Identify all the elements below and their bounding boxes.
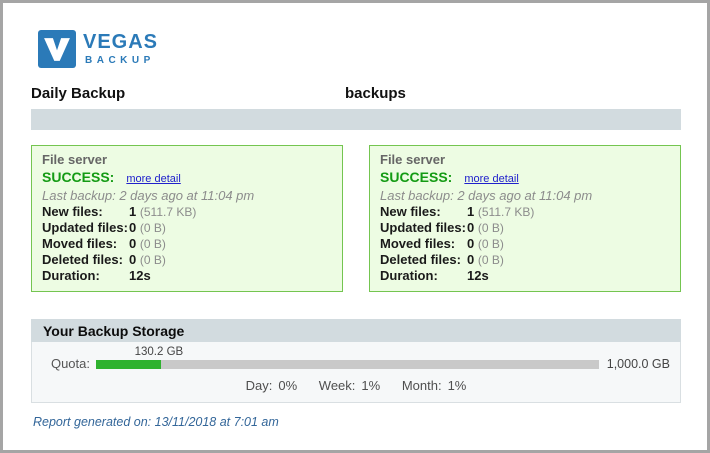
backup-storage-section: Your Backup Storage Quota: 130.2 GB 1,00…	[31, 319, 681, 403]
quota-total-label: 1,000.0 GB	[606, 357, 670, 371]
table-row: New files: 1 (511.7 KB)	[380, 204, 670, 220]
row-value: 1	[467, 204, 475, 219]
stat-month-value: 1%	[447, 378, 467, 393]
heading-col-right: backups	[345, 85, 681, 102]
row-label: Moved files:	[380, 236, 456, 251]
logo-name: VEGAS	[83, 31, 159, 53]
quota-bar-fill	[96, 360, 162, 369]
server-name: File server	[380, 152, 446, 167]
stat-day-value: 0%	[278, 378, 298, 393]
stat-month-label: Month:	[401, 378, 442, 393]
storage-body: Quota: 130.2 GB 1,000.0 GB Day: 0% Week: 1…	[31, 342, 681, 403]
row-value-cell: 1 (511.7 KB)	[467, 204, 670, 220]
last-backup-text: Last backup: 2 days ago at 11:04 pm	[42, 188, 255, 203]
row-label: Updated files:	[380, 220, 466, 235]
v-glyph	[44, 38, 70, 61]
row-value: 12s	[467, 268, 489, 283]
row-value: 0	[467, 252, 475, 267]
quota-bar-track	[96, 360, 599, 369]
report-generated-note: Report generated on: 13/11/2018 at 7:01 …	[33, 415, 279, 429]
table-row: Deleted files: 0 (0 B)	[42, 252, 332, 268]
backup-stats-table: New files: 1 (511.7 KB) Updated files: 0…	[42, 204, 332, 284]
row-value: 0	[467, 220, 475, 235]
divider-bar	[31, 109, 681, 130]
status-line: SUCCESS: more detail	[42, 168, 332, 188]
row-value: 0	[129, 220, 137, 235]
row-value-cell: 0 (0 B)	[129, 220, 332, 236]
row-label: New files:	[42, 204, 103, 219]
row-label: Deleted files:	[380, 252, 461, 267]
logo-text: VEGAS BACKUP	[83, 32, 158, 66]
vegas-backup-logo: VEGAS BACKUP	[38, 30, 681, 68]
row-label: Duration:	[380, 268, 438, 283]
quota-progress-bar: 130.2 GB	[96, 346, 599, 369]
row-value: 0	[129, 252, 137, 267]
row-value: 0	[129, 236, 137, 251]
storage-section-title: Your Backup Storage	[31, 319, 681, 342]
row-label: Duration:	[42, 268, 100, 283]
row-label: Moved files:	[42, 236, 118, 251]
stat-week-value: 1%	[361, 378, 381, 393]
section-headings: Daily Backup backups	[31, 85, 681, 102]
usage-stats-row: Day: 0% Week: 1% Month: 1%	[42, 378, 670, 393]
stat-week-label: Week:	[318, 378, 356, 393]
row-value: 12s	[129, 268, 151, 283]
table-row: Moved files: 0 (0 B)	[42, 236, 332, 252]
more-detail-link[interactable]: more detail	[464, 173, 519, 185]
row-value: 0	[467, 236, 475, 251]
row-size: (0 B)	[477, 253, 504, 267]
backup-stats-table: New files: 1 (511.7 KB) Updated files: 0…	[380, 204, 670, 284]
row-size: (0 B)	[139, 253, 166, 267]
logo-subname: BACKUP	[85, 55, 155, 66]
status-success-label: SUCCESS:	[380, 169, 453, 185]
table-row: Duration: 12s	[380, 268, 670, 284]
stat-day: Day: 0%	[246, 378, 298, 393]
row-label: New files:	[380, 204, 441, 219]
backup-panels-row: File server SUCCESS: more detail Last bac…	[31, 145, 681, 292]
row-value-cell: 1 (511.7 KB)	[129, 204, 332, 220]
row-value-cell: 0 (0 B)	[467, 236, 670, 252]
row-size: (511.7 KB)	[139, 205, 197, 219]
stat-week: Week: 1%	[319, 378, 380, 393]
vegas-v-icon	[38, 30, 76, 68]
row-value-cell: 0 (0 B)	[467, 252, 670, 268]
row-size: (0 B)	[139, 237, 166, 251]
table-row: Deleted files: 0 (0 B)	[380, 252, 670, 268]
server-name: File server	[42, 152, 108, 167]
row-size: (0 B)	[139, 221, 166, 235]
more-detail-link[interactable]: more detail	[126, 173, 181, 185]
stat-day-label: Day:	[245, 378, 273, 393]
row-size: (511.7 KB)	[477, 205, 535, 219]
table-row: Duration: 12s	[42, 268, 332, 284]
report-page: VEGAS BACKUP Daily Backup backups File s…	[3, 3, 707, 429]
table-row: Moved files: 0 (0 B)	[380, 236, 670, 252]
row-value-cell: 12s	[467, 268, 670, 284]
row-value: 1	[129, 204, 137, 219]
backup-status-panel: File server SUCCESS: more detail Last bac…	[31, 145, 343, 292]
status-line: SUCCESS: more detail	[380, 168, 670, 188]
row-value-cell: 0 (0 B)	[467, 220, 670, 236]
heading-daily-backup: Daily Backup	[31, 85, 126, 102]
status-success-label: SUCCESS:	[42, 169, 115, 185]
quota-row: Quota: 130.2 GB 1,000.0 GB	[42, 346, 670, 371]
row-value-cell: 0 (0 B)	[129, 252, 332, 268]
row-label: Updated files:	[42, 220, 128, 235]
heading-backups: backups	[345, 85, 406, 102]
row-label: Deleted files:	[42, 252, 123, 267]
last-backup-text: Last backup: 2 days ago at 11:04 pm	[380, 188, 593, 203]
table-row: New files: 1 (511.7 KB)	[42, 204, 332, 220]
quota-label: Quota:	[50, 356, 90, 371]
row-size: (0 B)	[477, 221, 504, 235]
heading-col-left: Daily Backup	[31, 85, 343, 102]
table-row: Updated files: 0 (0 B)	[42, 220, 332, 236]
table-row: Updated files: 0 (0 B)	[380, 220, 670, 236]
row-value-cell: 0 (0 B)	[129, 236, 332, 252]
row-size: (0 B)	[477, 237, 504, 251]
stat-month: Month: 1%	[402, 378, 467, 393]
backup-status-panel: File server SUCCESS: more detail Last bac…	[369, 145, 681, 292]
row-value-cell: 12s	[129, 268, 332, 284]
quota-used-label: 130.2 GB	[134, 346, 184, 358]
